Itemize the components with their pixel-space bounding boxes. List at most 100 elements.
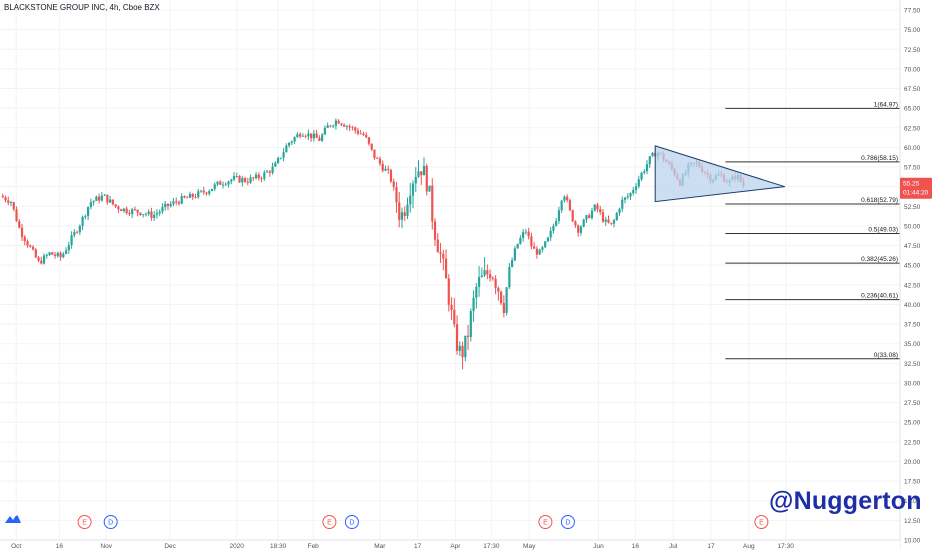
time-axis-tick-label: Jun [593,543,604,550]
candle-body [241,178,244,183]
candle-body [246,181,249,183]
event-marker-E [322,515,337,529]
candle-body [194,197,197,198]
candle-body [439,252,442,254]
candle-body [359,133,362,135]
event-marker-D [344,515,359,529]
candle-body [403,212,406,216]
candle-body [23,236,26,242]
candle-body [422,165,426,176]
candle-body [579,226,583,233]
time-axis[interactable]: Oct 16 Nov Dec 2020 18:30 Feb Mar 17 Apr 17:30 May J… [0,539,900,550]
fibonacci-retracement[interactable]: 1(64.97) 0.786(58.15) 0.618(52.79) 0.5(49.0… [725,101,900,360]
candle-body [310,133,313,139]
candle-body [348,126,351,128]
candle-body [612,220,616,224]
candle-body [519,237,522,244]
candle-body [436,239,439,253]
price-axis-tick-label: 40.00 [904,302,921,309]
candle-body [180,196,183,204]
price-axis-tick-label: 27.50 [904,400,921,407]
candle-body [433,221,437,240]
candle-body [59,252,62,258]
candle-body [323,127,326,135]
candle-body [142,214,145,216]
candle-body [425,165,428,192]
candle-body [538,249,541,255]
price-axis-tick-label: 70.00 [904,66,921,73]
candle-body [643,171,646,173]
candle-body [568,200,572,211]
fib-level-label: 0.236(40.61) [861,293,898,300]
candle-body [428,185,431,192]
candle-body [513,248,516,261]
candle-body [70,235,73,246]
candle-body [511,260,514,267]
candle-body [588,215,591,218]
candle-body [596,204,599,210]
candle-body [557,210,561,222]
candle-body [53,254,57,256]
candle-body [243,178,247,182]
candle-body [571,210,574,222]
price-axis-tick-label: 35.00 [904,341,921,348]
candle-body [301,135,304,137]
candle-body [191,193,194,198]
tradingview-logo-icon[interactable] [4,511,22,525]
price-axis-tick-label: 32.50 [904,361,921,368]
candle-body [87,206,90,216]
candle-body [78,226,81,233]
candle-body [640,172,643,180]
candle-body [290,141,293,143]
candle-body [51,252,54,255]
event-marker-label: D [349,520,354,527]
candle-body [326,125,329,128]
candle-body [351,127,354,129]
candle-body [307,133,310,137]
fib-level-label: 0.382(45.26) [861,256,898,263]
candle-body [224,184,227,186]
candle-body [480,275,483,278]
candle-body [42,255,46,264]
candle-body [651,152,654,157]
candle-body [296,134,299,138]
candle-body [590,210,594,218]
candle-body [199,190,203,192]
candle-body [268,171,271,173]
price-axis[interactable]: 77.50 75.00 72.50 70.00 67.50 65.00 62.50 60.00… [899,0,932,550]
price-axis-background [900,0,932,550]
candle-body [362,133,365,136]
candle-body [414,176,417,184]
candle-body [208,191,211,194]
candle-body [582,219,585,227]
candle-body [629,193,632,197]
time-axis-tick-label: Jul [669,543,678,550]
candle-body [12,202,15,210]
candle-body [265,171,269,173]
candle-body [354,127,357,131]
candle-body [477,277,481,287]
candle-body [31,246,35,250]
candle-body [56,252,59,256]
candle-body [541,247,544,250]
candle-body [475,286,478,298]
triangle-pattern-drawing[interactable] [654,145,785,203]
candle-body [486,270,489,275]
countdown-label: 01:44:20 [903,190,929,197]
candle-body [621,199,624,209]
time-axis-tick-label: 16 [56,543,64,550]
candle-body [461,345,464,358]
fib-level-label: 0.618(52.79) [861,197,898,204]
candle-body [177,202,181,204]
candle-body [158,211,161,214]
time-axis-tick-label: 17:30 [483,543,500,550]
candle-body [1,196,4,198]
candle-body [505,287,508,313]
candle-body [252,177,255,179]
candle-body [210,188,214,192]
candle-body [442,253,445,259]
chart-grid [0,0,900,541]
candle-body [216,181,219,185]
